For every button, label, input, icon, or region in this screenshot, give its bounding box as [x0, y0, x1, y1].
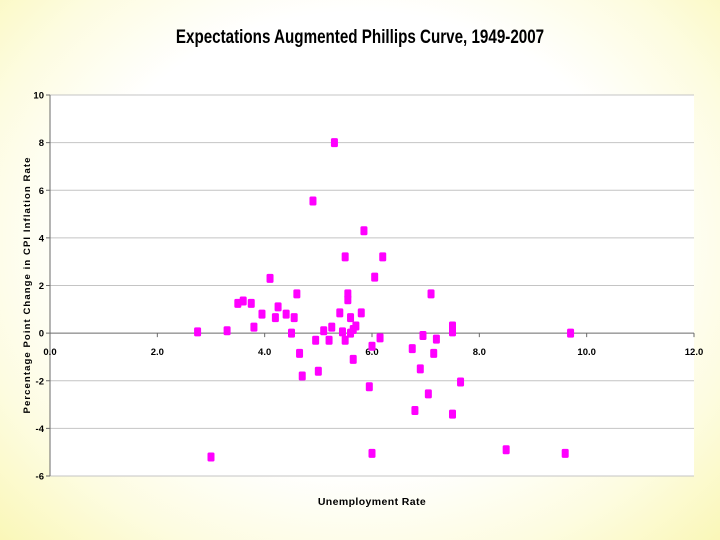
data-point: [341, 252, 349, 262]
chart-title: Expectations Augmented Phillips Curve, 1…: [176, 25, 544, 47]
x-tick-label: 10.0: [577, 347, 596, 358]
data-point: [430, 348, 438, 358]
data-point: [194, 327, 202, 337]
x-tick-label: 12.0: [685, 347, 704, 358]
x-tick-label: 2.0: [151, 347, 164, 358]
data-point: [325, 335, 333, 345]
data-point: [371, 272, 379, 282]
data-point: [312, 335, 320, 345]
data-point: [561, 448, 569, 458]
data-point: [271, 313, 279, 323]
y-tick-label: 2: [39, 281, 44, 292]
x-axis-label: Unemployment Rate: [318, 496, 426, 508]
data-point: [457, 377, 465, 387]
data-point: [309, 196, 317, 206]
data-point: [258, 309, 266, 319]
y-tick-label: 10: [33, 91, 44, 102]
data-point: [282, 309, 290, 319]
data-point: [379, 252, 387, 262]
axes: [46, 94, 695, 477]
data-point: [293, 289, 301, 299]
data-point: [411, 406, 419, 416]
data-point: [247, 298, 255, 308]
data-point: [341, 335, 349, 345]
y-tick-label: -4: [36, 424, 45, 435]
data-point: [207, 452, 215, 462]
data-point: [344, 295, 352, 305]
data-point: [449, 321, 456, 331]
data-point: [368, 341, 376, 351]
y-tick-label: -6: [36, 472, 44, 483]
y-tick-label: 4: [39, 233, 45, 244]
data-point: [274, 302, 282, 312]
data-point: [416, 364, 424, 374]
gridlines: [50, 94, 694, 477]
data-points: [194, 138, 575, 462]
data-point: [347, 313, 355, 323]
data-point: [266, 273, 274, 283]
x-tick-label: 4.0: [258, 347, 271, 358]
data-point: [349, 354, 357, 364]
data-point: [328, 322, 336, 332]
data-point: [239, 296, 247, 306]
data-point: [330, 138, 338, 148]
data-point: [338, 327, 346, 337]
data-point: [290, 313, 298, 323]
data-point: [360, 226, 368, 236]
data-point: [376, 333, 384, 343]
data-point: [296, 348, 304, 358]
data-point: [298, 371, 306, 381]
data-point: [314, 366, 322, 376]
x-tick-label: 8.0: [473, 347, 486, 358]
data-point: [336, 308, 344, 318]
x-axis-tick-labels: 0.0 2.0 4.0 6.0 8.0 10.0 12.0: [43, 347, 703, 358]
y-tick-label: 0: [39, 329, 44, 340]
data-point: [368, 448, 376, 458]
y-axis-label: Percentage Point Change in CPI Inflation…: [22, 157, 33, 414]
x-tick-label: 6.0: [365, 347, 378, 358]
data-point: [432, 334, 440, 344]
data-point: [288, 328, 295, 338]
data-point: [320, 326, 328, 336]
data-point: [424, 389, 432, 399]
x-tick-label: 0.0: [43, 347, 56, 358]
y-tick-label: 8: [39, 138, 44, 149]
data-point: [427, 289, 435, 299]
data-point: [352, 321, 360, 331]
y-tick-label: 6: [39, 186, 44, 197]
data-point: [357, 308, 365, 318]
data-point: [449, 409, 456, 419]
y-tick-label: -2: [36, 376, 44, 387]
data-point: [419, 331, 427, 341]
data-point: [408, 344, 416, 354]
data-point: [567, 328, 575, 338]
data-point: [365, 382, 373, 392]
data-point: [223, 326, 231, 336]
y-axis-tick-labels: 10 8 6 4 2 0 -2 -4 -6: [33, 91, 44, 483]
data-point: [250, 322, 258, 332]
data-point: [234, 298, 242, 308]
data-point: [502, 445, 510, 455]
